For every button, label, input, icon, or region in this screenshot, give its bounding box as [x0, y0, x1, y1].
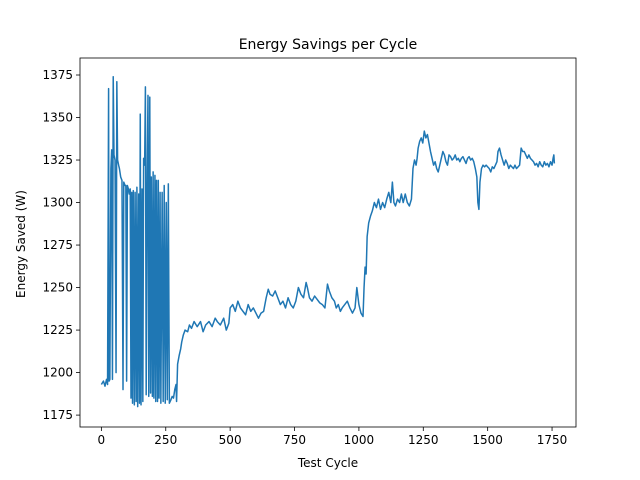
- x-tick-label: 1250: [408, 433, 439, 447]
- y-tick-label: 1175: [42, 408, 73, 422]
- x-tick-label: 250: [154, 433, 177, 447]
- axes: 0 250 500 750 1000 1250 1500 1750 1175 1200 1225 12…: [42, 57, 577, 447]
- y-tick-label: 1375: [42, 68, 73, 82]
- y-tick-label: 1200: [42, 366, 73, 380]
- y-tick-label: 1350: [42, 111, 73, 125]
- y-tick-label: 1250: [42, 281, 73, 295]
- x-axis-label: Test Cycle: [297, 456, 358, 470]
- x-tick-label: 1500: [472, 433, 503, 447]
- x-tick-label: 500: [219, 433, 242, 447]
- y-axis-label: Energy Saved (W): [14, 190, 28, 298]
- chart-title: Energy Savings per Cycle: [239, 37, 418, 53]
- plot-area: [100, 75, 556, 408]
- x-tick-label: 1000: [344, 433, 375, 447]
- axes-frame: [79, 57, 577, 428]
- y-tick-label: 1275: [42, 238, 73, 252]
- y-tick-label: 1225: [42, 323, 73, 337]
- y-tick-label: 1300: [42, 196, 73, 210]
- x-tick-label: 0: [98, 433, 106, 447]
- x-tick-label: 1750: [537, 433, 568, 447]
- x-tick-label: 750: [283, 433, 306, 447]
- y-tick-label: 1325: [42, 153, 73, 167]
- series-line-0: [100, 75, 556, 408]
